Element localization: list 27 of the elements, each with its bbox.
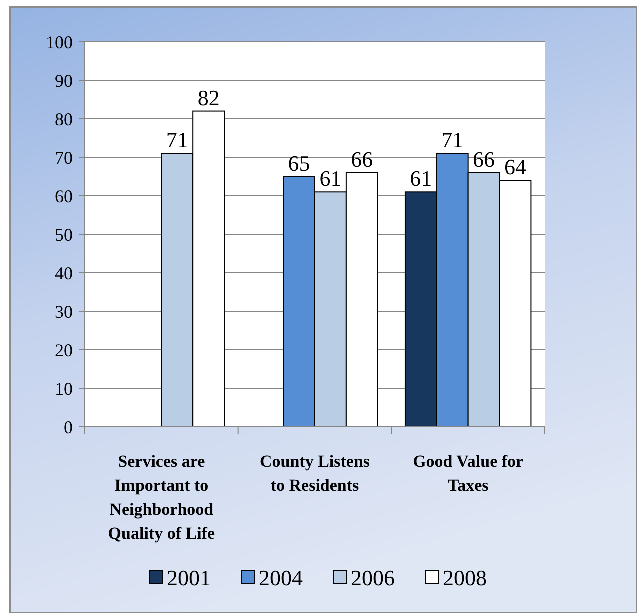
data-label: 65	[288, 150, 310, 176]
data-label: 61	[320, 166, 342, 192]
data-label: 66	[351, 146, 374, 172]
legend-label: 2006	[351, 566, 395, 591]
y-tick-label: 10	[55, 378, 73, 399]
x-tick-label: County Listens to Residents	[260, 452, 370, 495]
x-tick-label: Good Value for Taxes	[413, 452, 524, 495]
legend-label: 2001	[167, 566, 211, 591]
y-tick-label: 80	[55, 109, 73, 130]
y-tick-label: 100	[46, 32, 73, 52]
x-tick-label: Services are Important to Neighborhood Quality of Life	[108, 452, 216, 543]
legend-label: 2004	[259, 566, 303, 591]
data-label: 61	[410, 166, 432, 192]
y-tick-label: 30	[55, 302, 73, 322]
y-tick-label: 70	[55, 148, 73, 168]
y-tick-label: 50	[55, 224, 73, 245]
y-tick-label: 60	[55, 186, 73, 206]
data-label: 66	[473, 146, 496, 172]
data-label: 64	[504, 154, 526, 180]
data-label: 71	[166, 128, 188, 153]
data-label: 71	[442, 128, 464, 153]
y-tick-label: 0	[64, 417, 73, 438]
y-tick-label: 40	[55, 263, 73, 284]
y-tick-label: 90	[55, 70, 73, 91]
y-tick-label: 20	[55, 340, 73, 360]
data-label: 82	[198, 85, 220, 110]
legend-label: 2008	[443, 566, 487, 591]
